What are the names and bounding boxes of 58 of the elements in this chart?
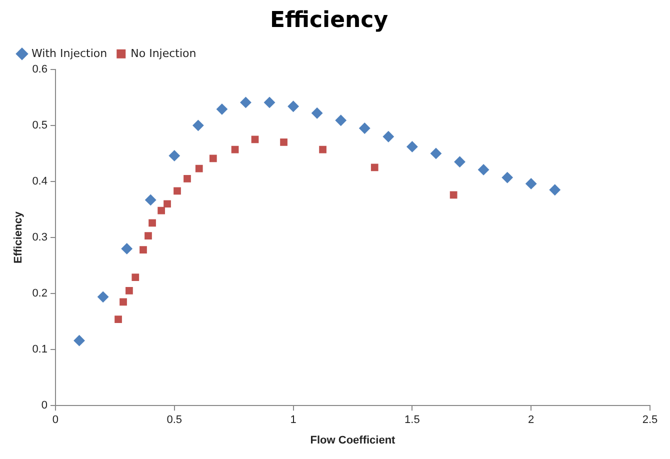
- y-tick-label: 0.2: [32, 288, 48, 300]
- point: [478, 164, 490, 176]
- point: [280, 138, 288, 146]
- point: [209, 154, 217, 162]
- point: [370, 164, 378, 172]
- point: [126, 287, 133, 294]
- point: [148, 219, 156, 227]
- point: [454, 156, 466, 168]
- point: [288, 100, 299, 112]
- point: [526, 178, 537, 190]
- point: [121, 243, 132, 254]
- point: [168, 150, 180, 162]
- point: [430, 148, 442, 159]
- x-tick-label: 2.5: [642, 414, 658, 426]
- y-tick-label: 0.1: [32, 344, 48, 356]
- point: [184, 174, 191, 182]
- point: [192, 120, 204, 131]
- point: [359, 122, 370, 134]
- point: [98, 291, 109, 302]
- chart-title: Efficiency: [270, 8, 388, 33]
- point: [74, 335, 85, 346]
- point: [164, 200, 171, 208]
- x-tick-label: 2: [528, 414, 534, 426]
- point: [144, 232, 152, 240]
- x-tick-label: 0: [52, 414, 59, 426]
- y-axis-title: Efficiency: [12, 210, 25, 264]
- point: [502, 172, 513, 184]
- point: [174, 187, 181, 195]
- point: [450, 191, 458, 199]
- point: [120, 298, 127, 306]
- point: [114, 316, 122, 323]
- point: [216, 104, 228, 115]
- point: [140, 246, 147, 254]
- point: [382, 131, 394, 142]
- y-tick-label: 0.3: [32, 232, 48, 244]
- point: [319, 146, 326, 154]
- x-tick-label: 1: [290, 414, 296, 426]
- point: [231, 146, 239, 154]
- legend-label: No Injection: [130, 46, 196, 60]
- point: [251, 136, 259, 144]
- y-tick-label: 0.5: [32, 119, 48, 132]
- point: [549, 184, 560, 196]
- point: [264, 96, 276, 108]
- point: [240, 96, 252, 108]
- y-tick-label: 0.4: [32, 176, 48, 188]
- point: [335, 114, 346, 126]
- point: [195, 164, 203, 172]
- x-tick-label: 1.5: [404, 414, 420, 426]
- point: [132, 274, 140, 281]
- point: [158, 206, 165, 214]
- legend-label: With Injection: [32, 46, 108, 60]
- y-tick-label: 0.6: [32, 63, 48, 76]
- point: [145, 194, 156, 206]
- x-tick-label: 0.5: [166, 414, 182, 426]
- y-tick-label: 0: [41, 400, 48, 412]
- x-axis-title: Flow Coefficient: [310, 434, 396, 446]
- point: [406, 141, 418, 152]
- point: [312, 108, 323, 119]
